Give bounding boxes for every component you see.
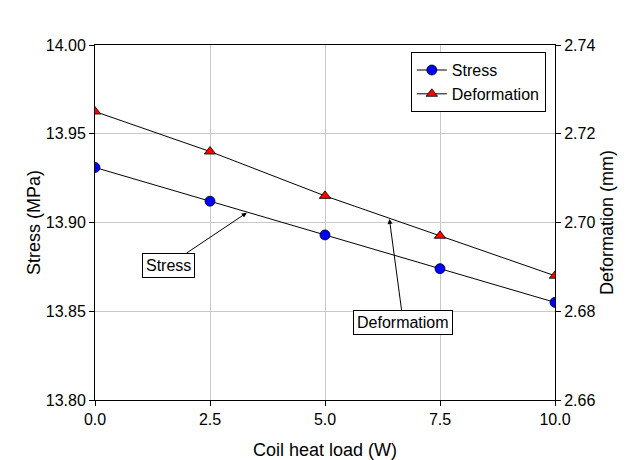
svg-text:2.70: 2.70 (564, 214, 595, 231)
svg-text:2.72: 2.72 (564, 125, 595, 142)
svg-text:7.5: 7.5 (429, 411, 451, 428)
svg-text:Stress: Stress (452, 62, 497, 79)
svg-text:13.95: 13.95 (46, 125, 86, 142)
svg-text:Stress (MPa): Stress (MPa) (24, 170, 44, 275)
svg-text:13.90: 13.90 (46, 214, 86, 231)
svg-text:13.80: 13.80 (46, 392, 86, 409)
svg-text:14.00: 14.00 (46, 37, 86, 54)
svg-text:Coil heat load (W): Coil heat load (W) (253, 440, 397, 460)
svg-text:2.74: 2.74 (564, 37, 595, 54)
svg-text:5.0: 5.0 (314, 411, 336, 428)
svg-text:Stress: Stress (146, 257, 191, 274)
svg-text:2.66: 2.66 (564, 392, 595, 409)
svg-text:0.0: 0.0 (84, 411, 106, 428)
svg-text:2.5: 2.5 (199, 411, 221, 428)
svg-text:Deformation: Deformation (452, 86, 539, 103)
svg-text:13.85: 13.85 (46, 303, 86, 320)
svg-text:Deformatiom: Deformatiom (357, 314, 449, 331)
svg-text:10.0: 10.0 (539, 411, 570, 428)
svg-text:2.68: 2.68 (564, 303, 595, 320)
svg-text:Deformation (mm): Deformation (mm) (597, 150, 617, 295)
